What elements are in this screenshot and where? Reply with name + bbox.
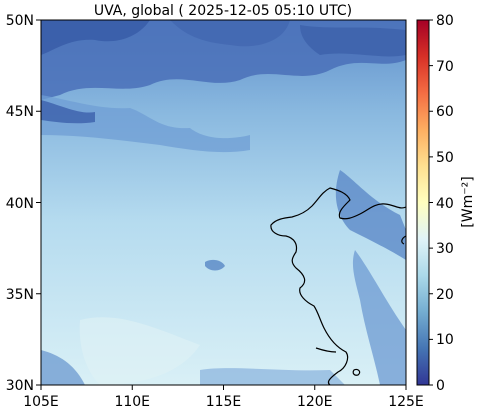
y-tick-label: 40N — [6, 196, 34, 212]
cloud-patch-6 — [335, 170, 406, 260]
x-tick-labels: 105E 110E 115E 120E 125E — [23, 394, 424, 410]
y-axis — [36, 19, 41, 386]
cloud-patch-5 — [300, 25, 406, 57]
x-tick-label: 125E — [388, 394, 424, 410]
island-1 — [352, 368, 361, 376]
colorbar-tick-label: 10 — [436, 332, 454, 348]
cloud-patch-1 — [41, 20, 150, 55]
y-tick-labels: 30N 35N 40N 45N 50N — [6, 13, 34, 394]
y-tick-label: 45N — [6, 104, 34, 120]
cloud-patch-4 — [41, 100, 95, 124]
coastline-fragment — [315, 347, 337, 353]
colorbar-tick-label: 80 — [436, 13, 454, 29]
colorbar — [416, 19, 430, 386]
cloud-patch-8 — [41, 350, 85, 385]
clear-sky-patch — [79, 317, 200, 385]
uva-field — [41, 20, 406, 385]
colorbar-tick-label: 40 — [436, 196, 454, 212]
colorbar-tick-label: 60 — [436, 104, 454, 120]
cloud-patch-2 — [170, 20, 290, 47]
x-tick-label: 110E — [114, 394, 150, 410]
colorbar-ticks — [429, 19, 433, 386]
x-tick-label: 115E — [206, 394, 242, 410]
coastline — [270, 187, 406, 385]
cloud-patch-7 — [352, 250, 406, 385]
colorbar-tick-label: 0 — [436, 378, 445, 394]
colorbar-tick-label: 50 — [436, 150, 454, 166]
x-tick-label: 105E — [23, 394, 59, 410]
colorbar-tick-label: 20 — [436, 287, 454, 303]
y-tick-label: 30N — [6, 378, 34, 394]
y-tick-label: 35N — [6, 287, 34, 303]
x-tick-label: 120E — [297, 394, 333, 410]
colorbar-tick-label: 30 — [436, 241, 454, 257]
colorbar-tick-label: 70 — [436, 59, 454, 75]
map-title: UVA, global ( 2025-12-05 05:10 UTC) — [94, 3, 352, 19]
cloud-patch-9 — [200, 368, 345, 385]
cloud-patch-3 — [41, 95, 250, 153]
y-tick-label: 50N — [6, 13, 34, 29]
colorbar-tick-labels: 0 10 20 30 40 50 60 70 80 — [436, 13, 454, 394]
coastline-korea — [401, 235, 406, 245]
colorbar-label: [Wm⁻²] — [460, 176, 476, 227]
coastline-bohai — [270, 187, 406, 385]
x-axis — [40, 385, 407, 390]
cloud-patch-10 — [205, 259, 225, 271]
